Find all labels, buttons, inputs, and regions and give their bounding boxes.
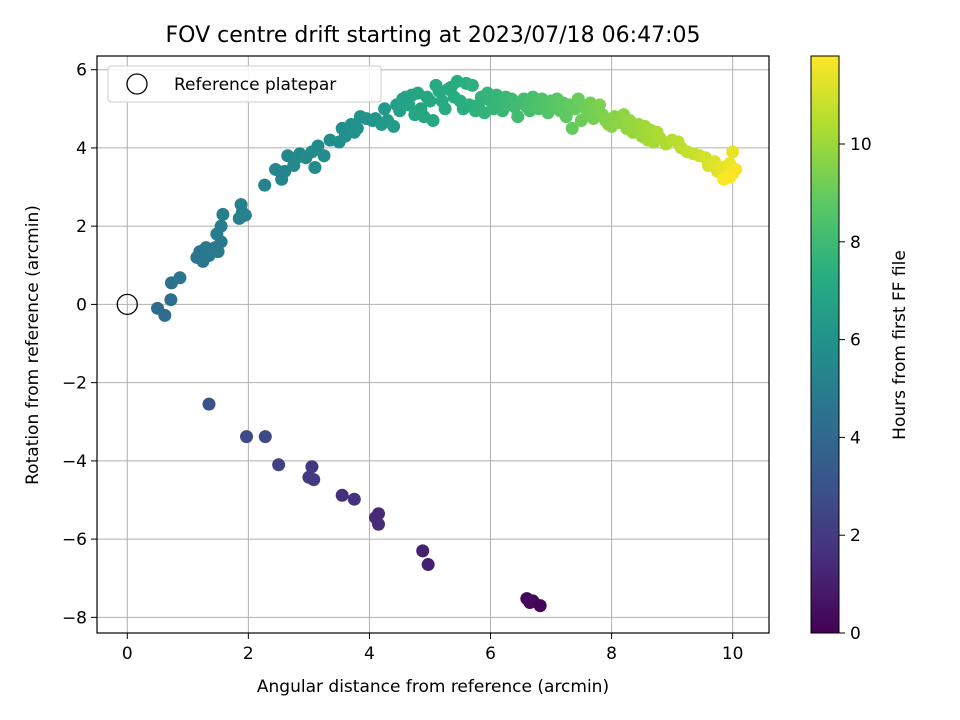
x-axis-ticks: 0 2 4 6 8 10 xyxy=(122,633,744,664)
data-point xyxy=(317,149,331,163)
data-point xyxy=(290,151,304,165)
data-point xyxy=(158,308,172,322)
colorbar-tick-label: 2 xyxy=(850,526,861,546)
data-point xyxy=(559,110,573,124)
y-tick-label: 0 xyxy=(76,295,87,315)
colorbar-tick-label: 0 xyxy=(850,624,861,644)
x-tick-label: 8 xyxy=(606,644,617,664)
data-point xyxy=(164,293,178,307)
x-tick-label: 6 xyxy=(485,644,496,664)
colorbar-tick-label: 10 xyxy=(850,135,872,155)
colorbar-label: Hours from first FF file xyxy=(890,250,910,440)
data-point xyxy=(307,473,321,487)
colorbar: 0 2 4 6 8 10 Hours from first FF file xyxy=(810,55,910,644)
x-tick-label: 0 xyxy=(122,644,133,664)
data-point xyxy=(511,110,525,124)
data-point xyxy=(402,98,416,112)
data-point xyxy=(216,207,230,221)
y-axis-label: Rotation from reference (arcmin) xyxy=(23,205,43,485)
y-tick-label: −8 xyxy=(62,608,87,628)
data-point xyxy=(173,271,187,285)
data-point xyxy=(214,219,228,233)
colorbar-tick-label: 4 xyxy=(850,428,861,448)
data-point xyxy=(723,170,737,184)
colorbar-ticks: 0 2 4 6 8 10 xyxy=(839,135,872,644)
data-point xyxy=(272,458,286,472)
legend: Reference platepar xyxy=(107,65,382,103)
x-axis-label: Angular distance from reference (arcmin) xyxy=(257,677,609,697)
colorbar-tick-label: 8 xyxy=(850,233,861,253)
x-tick-label: 2 xyxy=(243,644,254,664)
data-point xyxy=(305,460,319,474)
y-axis-ticks: −8 −6 −4 −2 0 2 4 6 xyxy=(62,61,97,628)
data-point xyxy=(211,245,225,259)
y-tick-label: 2 xyxy=(76,217,87,237)
data-point xyxy=(565,121,579,135)
data-point xyxy=(350,121,364,135)
data-point xyxy=(416,544,430,558)
data-point xyxy=(378,102,392,116)
data-point xyxy=(202,397,216,411)
y-tick-label: 4 xyxy=(76,139,87,159)
scatter-points xyxy=(151,74,743,613)
data-point xyxy=(238,208,252,222)
data-point xyxy=(423,94,437,108)
data-point xyxy=(592,98,606,112)
x-tick-label: 4 xyxy=(364,644,375,664)
colorbar-tick-label: 6 xyxy=(850,331,861,351)
data-point xyxy=(258,430,272,444)
data-point xyxy=(258,178,272,192)
data-point xyxy=(335,488,349,502)
data-point xyxy=(465,78,479,92)
data-point xyxy=(726,145,740,159)
data-point xyxy=(421,558,435,572)
colorbar-gradient xyxy=(810,55,840,634)
chart-title: FOV centre drift starting at 2023/07/18 … xyxy=(166,23,701,48)
data-point xyxy=(533,599,547,613)
data-point xyxy=(426,114,440,128)
data-point xyxy=(240,430,254,444)
y-tick-label: −4 xyxy=(62,452,87,472)
data-point xyxy=(372,507,386,521)
data-point xyxy=(372,517,386,531)
data-point xyxy=(308,160,322,174)
y-tick-label: −2 xyxy=(62,374,87,394)
legend-box xyxy=(107,65,382,103)
y-tick-label: −6 xyxy=(62,530,87,550)
data-point xyxy=(311,139,325,153)
data-point xyxy=(438,102,452,116)
x-tick-label: 10 xyxy=(722,644,744,664)
reference-point xyxy=(116,293,138,316)
legend-open-circle-icon xyxy=(126,73,148,95)
legend-label: Reference platepar xyxy=(174,75,336,95)
plot-frame xyxy=(96,55,770,634)
y-tick-label: 6 xyxy=(76,61,87,81)
data-point xyxy=(347,492,361,506)
data-point xyxy=(234,198,248,212)
data-point xyxy=(387,119,401,133)
reference-platepar-marker xyxy=(116,293,138,316)
